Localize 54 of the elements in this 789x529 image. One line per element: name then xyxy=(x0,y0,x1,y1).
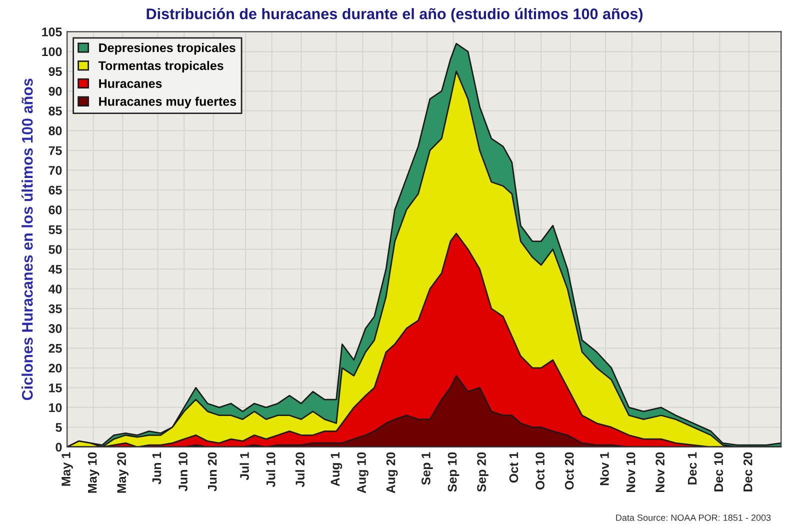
x-tick-label: Oct 10 xyxy=(536,452,544,490)
y-tick-label: 30 xyxy=(48,324,62,334)
x-tick-label: Jun 1 xyxy=(152,452,162,484)
text: POR: 1851 - 2003 xyxy=(699,514,771,521)
x-tick-label: Sep 20 xyxy=(477,452,488,492)
y-tick-label: 15 xyxy=(49,384,62,392)
x-tick-label: Dec 1 xyxy=(688,452,697,484)
y-tick-label: 75 xyxy=(48,146,62,156)
x-tick-label: Jul 1 xyxy=(240,452,249,480)
y-tick-label: 90 xyxy=(48,86,62,96)
chart-title: Distribución de huracanes durante el año (estudio últimos 100 años) xyxy=(146,8,642,22)
x-tick-label: Nov 10 xyxy=(626,452,636,492)
x-tick-label: May 10 xyxy=(88,452,100,493)
y-tick-label: 0 xyxy=(56,442,62,452)
x-tick-label: Aug 1 xyxy=(330,452,342,486)
x-tick-label: Oct 1 xyxy=(509,452,518,483)
x-tick-label: May 1 xyxy=(62,452,73,486)
y-tick-label: 100 xyxy=(42,47,62,56)
legend-label: Depresiones tropicales xyxy=(99,42,236,55)
x-tick-label: Oct 20 xyxy=(564,452,574,490)
legend-label: Huracanes muy fuertes xyxy=(99,96,236,108)
x-tick-label: Jun 20 xyxy=(208,452,217,492)
x-tick-label: Nov 1 xyxy=(600,452,609,486)
y-tick-label: 45 xyxy=(48,264,62,274)
x-tick-label: Aug 10 xyxy=(357,452,368,494)
x-tick-label: Jun 10 xyxy=(178,452,188,492)
x-tick-label: Sep 10 xyxy=(448,452,460,492)
x-tick-label: Dec 10 xyxy=(714,452,724,492)
source-note: Data Source: NOAA xyxy=(616,514,696,521)
y-tick-label: 60 xyxy=(48,206,62,214)
y-tick-label: 70 xyxy=(48,166,62,175)
x-tick-label: Jul 20 xyxy=(295,452,305,488)
y-tick-label: 40 xyxy=(48,284,62,294)
y-tick-label: 55 xyxy=(48,225,62,234)
y-tick-label: 50 xyxy=(48,245,62,254)
y-tick-label: 20 xyxy=(48,364,62,373)
x-tick-label: Nov 20 xyxy=(656,452,664,492)
legend-label: Tormentas tropicales xyxy=(98,60,224,73)
x-tick-label: Sep 1 xyxy=(422,452,433,485)
y-tick-label: 105 xyxy=(42,28,62,36)
legend-label: Huracanes xyxy=(99,79,162,88)
y-tick-label: 65 xyxy=(48,186,62,195)
y-tick-label: 95 xyxy=(48,67,62,76)
y-tick-label: 5 xyxy=(56,423,62,432)
y-axis-title: Ciclones Huracanes en los últimos 100 años xyxy=(21,78,33,400)
x-tick-label: Dec 20 xyxy=(743,452,752,492)
y-tick-label: 80 xyxy=(48,126,62,136)
y-tick-label: 85 xyxy=(48,106,62,116)
x-tick-label: May 20 xyxy=(117,452,128,493)
x-tick-label: Jul 10 xyxy=(266,452,276,488)
y-tick-label: 35 xyxy=(48,304,62,314)
x-tick-label: Aug 20 xyxy=(386,452,398,494)
y-tick-label: 10 xyxy=(49,403,62,412)
y-tick-label: 25 xyxy=(48,344,62,353)
